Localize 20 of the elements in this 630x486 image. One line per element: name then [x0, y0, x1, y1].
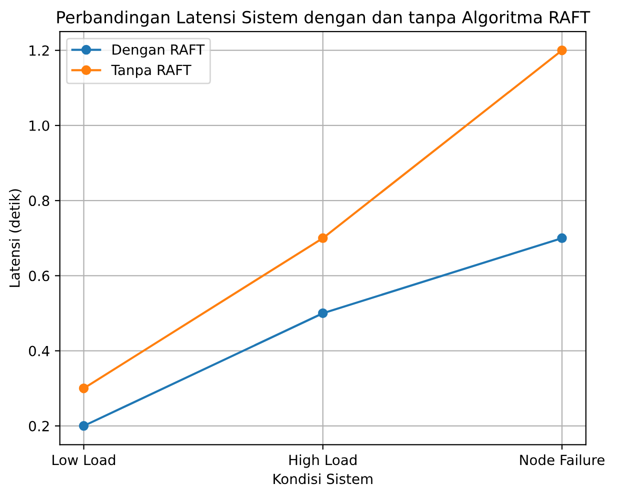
- y-tick-label: 0.6: [28, 270, 50, 282]
- legend-label: Dengan RAFT: [112, 44, 205, 58]
- point: [557, 46, 567, 56]
- point: [318, 308, 328, 318]
- x-tick-label: Low Load: [52, 454, 116, 466]
- x-axis-title: Kondisi Sistem: [274, 473, 372, 484]
- x-tick-label: Node Failure: [520, 454, 604, 466]
- point: [557, 233, 567, 243]
- y-tick-label: 1.0: [30, 120, 50, 131]
- y-tick-label: 0.4: [28, 346, 50, 356]
- point: [318, 233, 328, 243]
- x-tick-label: High Load: [289, 454, 356, 468]
- y-tick-label: 1.2: [30, 45, 49, 56]
- y-axis-title: Latensi (detik): [9, 189, 22, 287]
- point: [78, 383, 89, 394]
- point: [78, 421, 89, 431]
- y-tick-label: 0.8: [28, 196, 50, 206]
- chart-title: Perbandingan Latensi Sistem dengan dan tanpa Algoritma RAFT: [57, 10, 590, 27]
- y-tick-label: 0.2: [28, 420, 49, 432]
- legend-label: Tanpa RAFT: [111, 64, 192, 78]
